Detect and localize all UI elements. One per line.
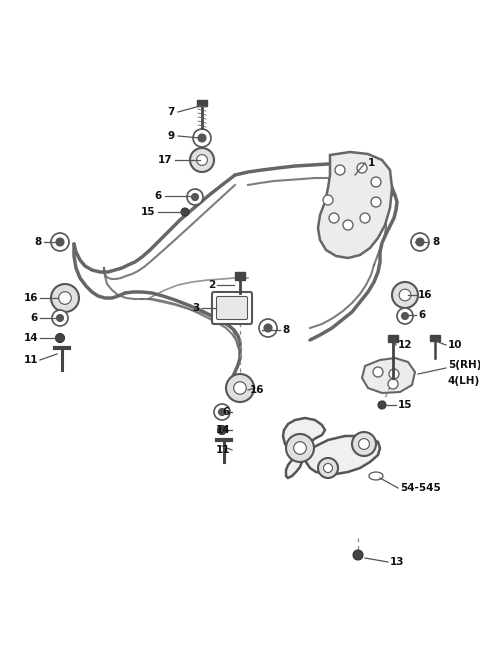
Circle shape — [264, 324, 272, 332]
Circle shape — [335, 165, 345, 175]
Bar — [388, 335, 398, 342]
Circle shape — [388, 379, 398, 389]
Text: 6: 6 — [418, 310, 425, 320]
Text: 13: 13 — [390, 557, 405, 567]
Circle shape — [397, 308, 413, 324]
Text: 14: 14 — [24, 333, 38, 343]
Text: 5(RH): 5(RH) — [448, 360, 480, 370]
Text: 3: 3 — [193, 303, 200, 313]
Text: 16: 16 — [418, 290, 432, 300]
Circle shape — [51, 284, 79, 312]
Circle shape — [371, 197, 381, 207]
Circle shape — [378, 401, 386, 409]
Circle shape — [52, 310, 68, 326]
Circle shape — [234, 382, 246, 394]
Circle shape — [324, 464, 333, 472]
Circle shape — [59, 292, 72, 304]
Circle shape — [399, 289, 411, 301]
Text: 16: 16 — [250, 385, 264, 395]
Circle shape — [323, 195, 333, 205]
Circle shape — [56, 333, 64, 342]
Circle shape — [294, 441, 306, 455]
Text: 54-545: 54-545 — [400, 483, 441, 493]
Circle shape — [198, 134, 206, 142]
Circle shape — [343, 220, 353, 230]
Circle shape — [217, 426, 227, 434]
Bar — [235, 272, 245, 280]
Circle shape — [359, 439, 370, 449]
Bar — [197, 100, 207, 106]
Circle shape — [360, 213, 370, 223]
Circle shape — [353, 550, 363, 560]
FancyBboxPatch shape — [212, 292, 252, 324]
Circle shape — [286, 434, 314, 462]
Circle shape — [392, 282, 418, 308]
Text: 12: 12 — [398, 340, 412, 350]
Text: 2: 2 — [208, 280, 215, 290]
Text: 14: 14 — [216, 425, 230, 435]
Circle shape — [389, 369, 399, 379]
Text: 1: 1 — [368, 158, 375, 168]
Circle shape — [411, 233, 429, 251]
Text: 6: 6 — [155, 191, 162, 201]
Text: 7: 7 — [168, 107, 175, 117]
Circle shape — [401, 312, 408, 319]
Circle shape — [214, 404, 230, 420]
Polygon shape — [283, 418, 380, 478]
Text: 17: 17 — [157, 155, 172, 165]
FancyBboxPatch shape — [216, 297, 248, 319]
Text: 8: 8 — [35, 237, 42, 247]
Text: 15: 15 — [398, 400, 412, 410]
Text: 11: 11 — [24, 355, 38, 365]
Bar — [430, 335, 440, 341]
Circle shape — [187, 189, 203, 205]
Circle shape — [371, 177, 381, 187]
Circle shape — [218, 409, 226, 415]
Text: 9: 9 — [168, 131, 175, 141]
Text: 11: 11 — [216, 445, 230, 455]
Circle shape — [51, 233, 69, 251]
Circle shape — [197, 155, 207, 165]
Polygon shape — [362, 358, 415, 393]
Circle shape — [57, 314, 63, 321]
Text: 15: 15 — [141, 207, 155, 217]
Circle shape — [373, 367, 383, 377]
Circle shape — [193, 129, 211, 147]
Circle shape — [352, 432, 376, 456]
Text: 6: 6 — [31, 313, 38, 323]
Circle shape — [181, 208, 189, 216]
Polygon shape — [318, 152, 392, 258]
Text: 6: 6 — [223, 407, 230, 417]
Circle shape — [56, 238, 64, 246]
Circle shape — [329, 213, 339, 223]
Circle shape — [259, 319, 277, 337]
Text: 10: 10 — [448, 340, 463, 350]
Circle shape — [318, 458, 338, 478]
Circle shape — [416, 238, 424, 246]
Text: 8: 8 — [282, 325, 289, 335]
Text: 4(LH): 4(LH) — [448, 376, 480, 386]
Circle shape — [192, 194, 199, 201]
Circle shape — [357, 163, 367, 173]
Text: 16: 16 — [24, 293, 38, 303]
Circle shape — [190, 148, 214, 172]
Circle shape — [226, 374, 254, 402]
Text: 8: 8 — [432, 237, 439, 247]
